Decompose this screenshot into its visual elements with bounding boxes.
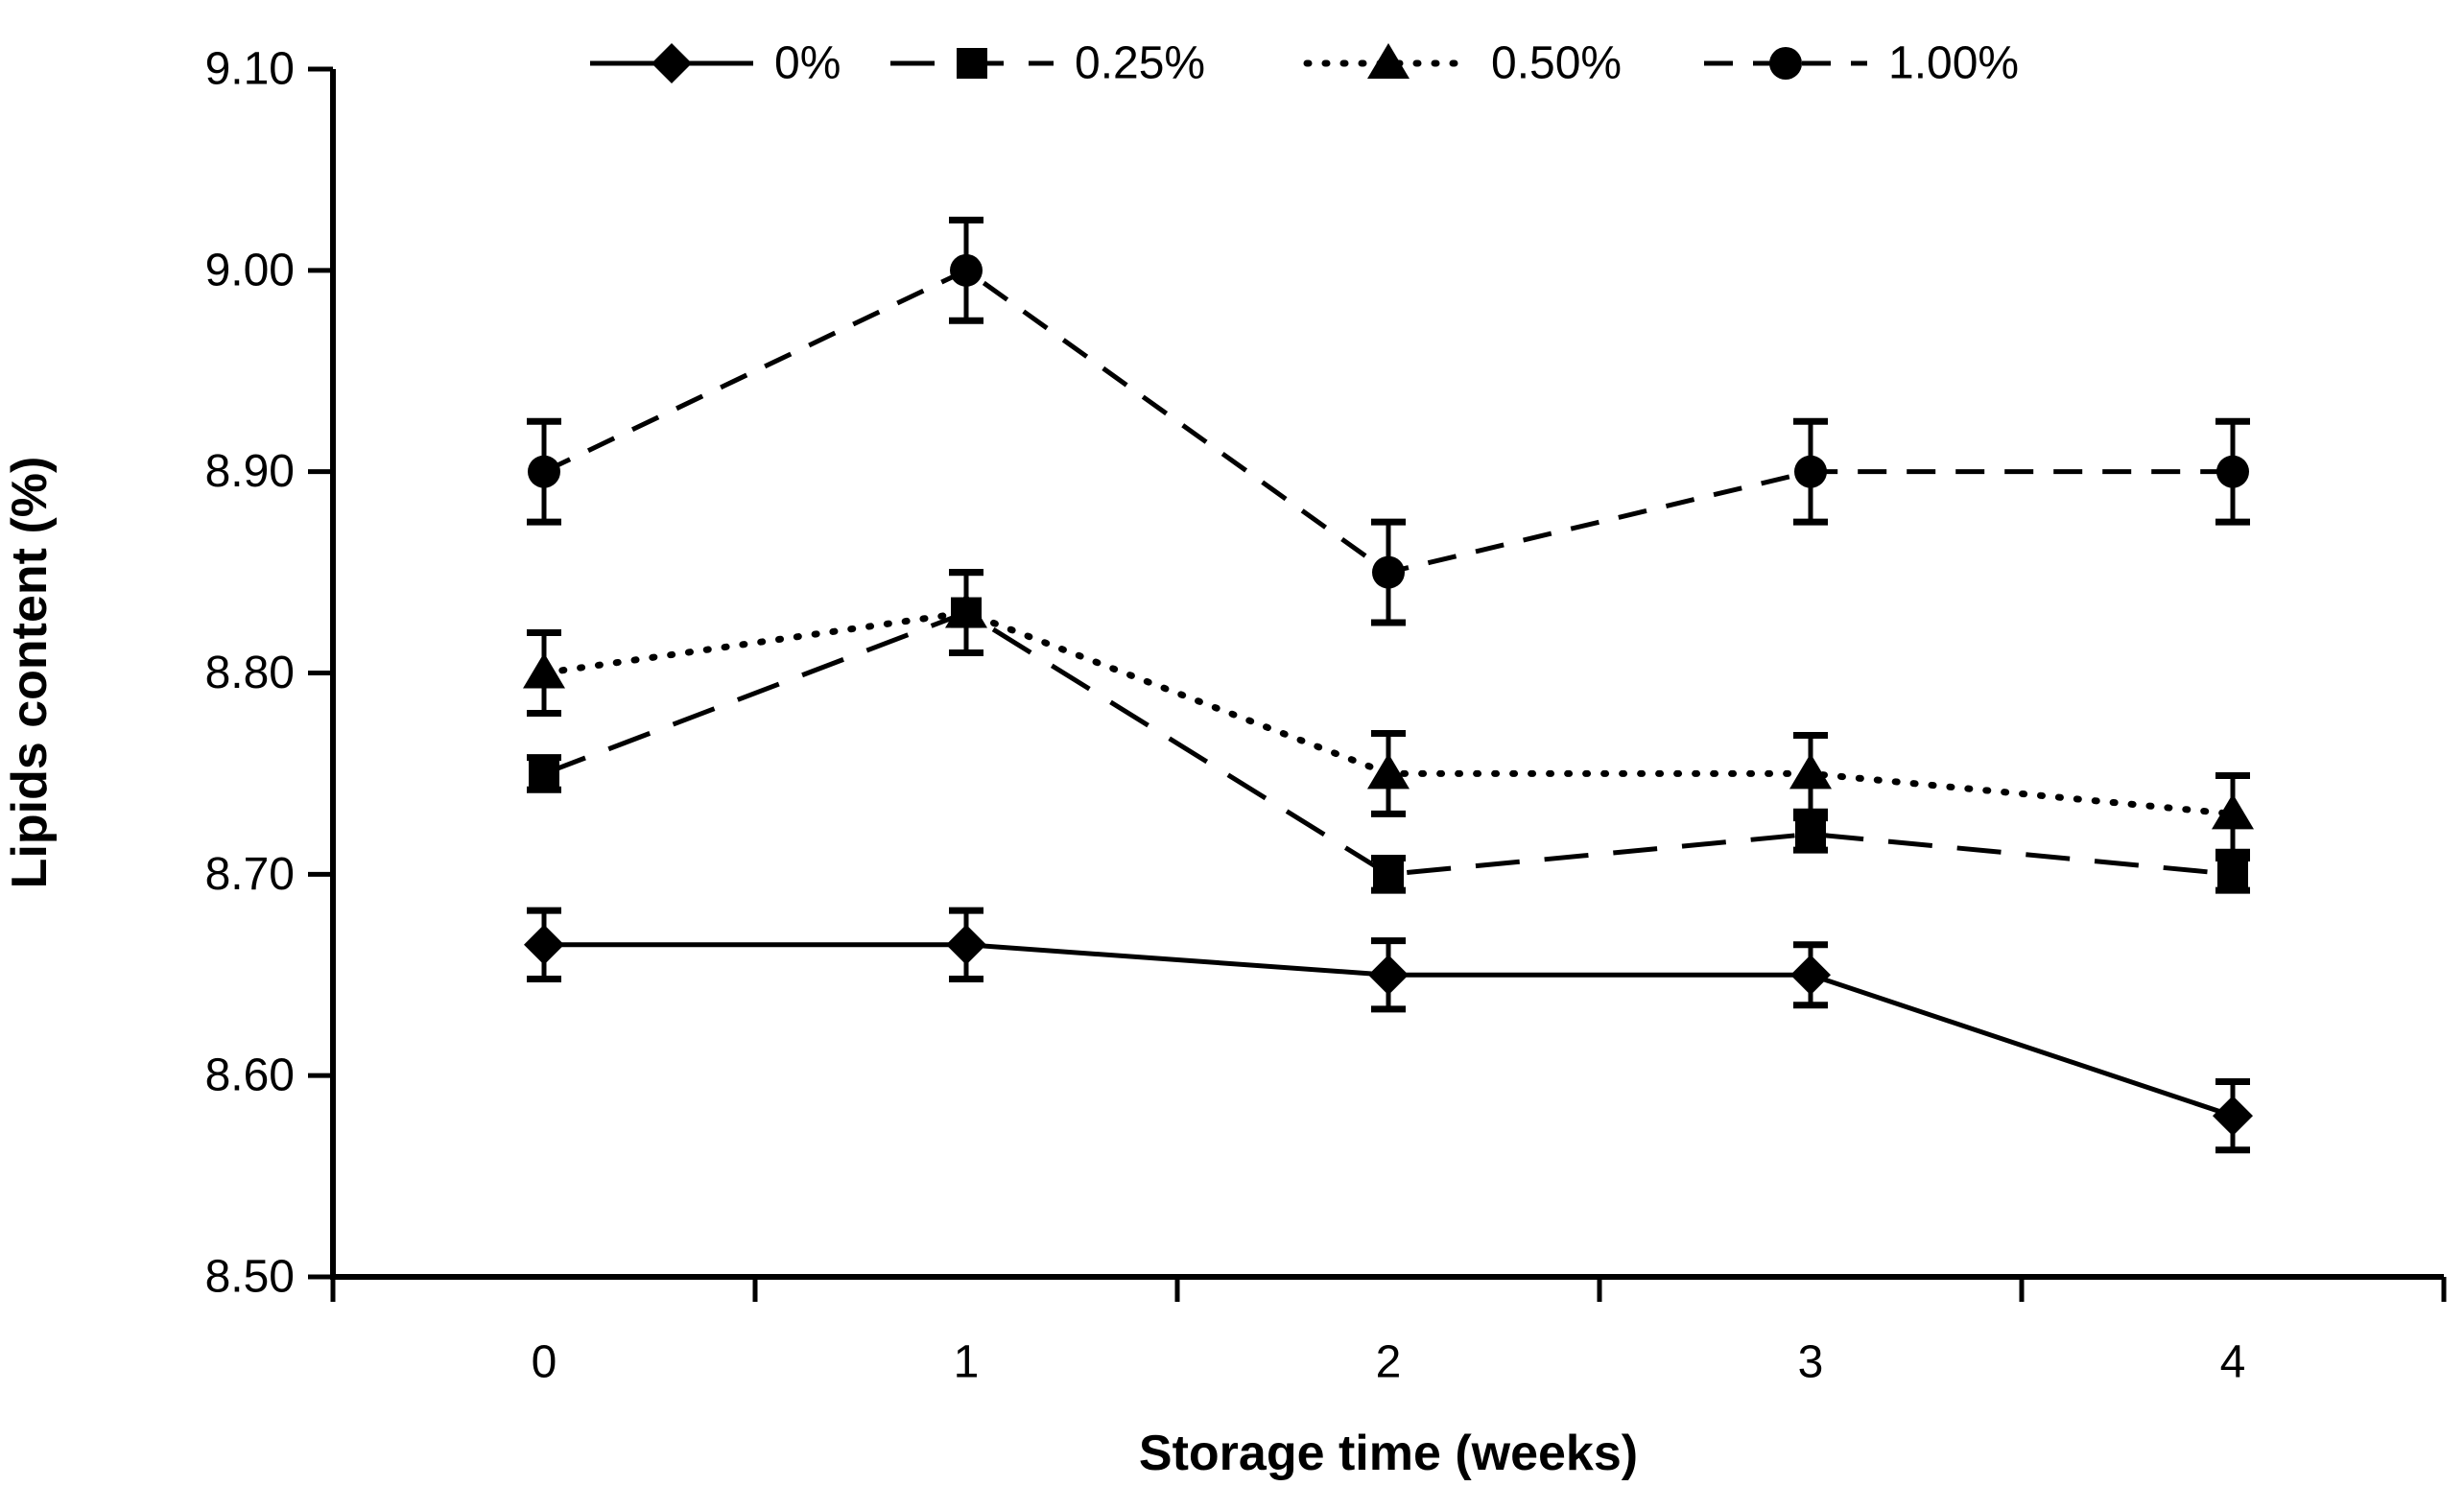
square-marker bbox=[1373, 859, 1404, 890]
diamond-marker bbox=[2213, 1096, 2253, 1137]
x-tick-label: 0 bbox=[532, 1337, 557, 1388]
diamond-marker bbox=[946, 924, 986, 965]
legend-label: 0.25% bbox=[1075, 38, 1205, 89]
legend-circle-icon bbox=[1769, 47, 1802, 80]
series-0.50% bbox=[523, 569, 2254, 856]
x-tick-label: 4 bbox=[2220, 1337, 2246, 1388]
y-tick-label: 8.50 bbox=[205, 1252, 295, 1303]
triangle-marker bbox=[1367, 753, 1410, 790]
x-tick-label: 1 bbox=[954, 1337, 980, 1388]
y-axis-title: Lipids content (%) bbox=[2, 457, 58, 889]
circle-marker bbox=[2216, 455, 2249, 488]
legend-triangle-icon bbox=[1367, 43, 1410, 79]
circle-marker bbox=[1372, 555, 1405, 589]
circle-marker bbox=[528, 455, 560, 488]
diamond-marker bbox=[1368, 955, 1409, 996]
x-axis-title: Storage time (weeks) bbox=[1139, 1426, 1638, 1481]
square-marker bbox=[1795, 818, 1826, 850]
y-tick-label: 8.70 bbox=[205, 849, 295, 900]
square-marker bbox=[529, 758, 559, 790]
y-tick-label: 8.80 bbox=[205, 648, 295, 698]
legend-diamond-icon bbox=[652, 43, 692, 83]
legend-item-0%: 0% bbox=[590, 38, 841, 89]
legend-label: 1.00% bbox=[1888, 38, 2019, 89]
y-tick-label: 8.60 bbox=[205, 1050, 295, 1101]
triangle-marker bbox=[2212, 793, 2254, 830]
legend-item-1.00%: 1.00% bbox=[1704, 38, 2019, 89]
triangle-marker bbox=[945, 592, 987, 628]
diamond-marker bbox=[524, 924, 564, 965]
legend-item-0.50%: 0.50% bbox=[1303, 38, 1622, 89]
legend-square-icon bbox=[957, 48, 987, 79]
series-line-0.25% bbox=[543, 609, 2234, 877]
axes-layer: 8.50 8.60 8.70 8.80 8.90 9.00 9.10 0 1 2 3 4 bbox=[205, 44, 2447, 1388]
y-tick-label: 9.10 bbox=[205, 44, 295, 95]
legend-item-0.25%: 0.25% bbox=[890, 38, 1205, 89]
x-tick-label: 3 bbox=[1798, 1337, 1824, 1388]
x-tick-label: 2 bbox=[1376, 1337, 1402, 1388]
series-layer bbox=[523, 216, 2254, 1154]
legend-label: 0.50% bbox=[1491, 38, 1622, 89]
series-0.25% bbox=[527, 569, 2250, 894]
series-1.00% bbox=[527, 216, 2250, 626]
legend-label: 0% bbox=[774, 38, 841, 89]
diamond-marker bbox=[1790, 955, 1831, 996]
circle-marker bbox=[950, 253, 983, 287]
y-tick-label: 8.90 bbox=[205, 446, 295, 497]
triangle-marker bbox=[1789, 753, 1832, 790]
triangle-marker bbox=[523, 652, 565, 689]
circle-marker bbox=[1794, 455, 1827, 488]
legend: 0% 0.25% 0.50% 1.00% bbox=[590, 38, 2019, 89]
square-marker bbox=[2217, 859, 2248, 890]
y-tick-label: 9.00 bbox=[205, 245, 295, 295]
series-0% bbox=[524, 907, 2253, 1154]
